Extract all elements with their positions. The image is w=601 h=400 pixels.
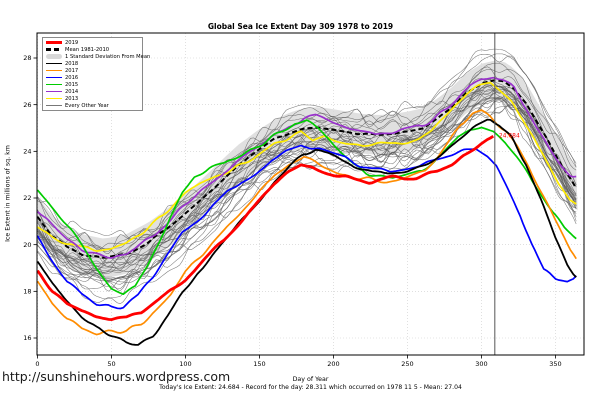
legend-label: 1 Standard Deviation From Mean bbox=[65, 53, 151, 60]
legend-swatch bbox=[46, 41, 62, 44]
every-other-year-line bbox=[37, 54, 577, 250]
every-other-year-line bbox=[37, 93, 577, 275]
every-other-year-line bbox=[37, 90, 577, 279]
chart-legend: 2019 Mean 1981-2010 1 Standard Deviation F… bbox=[42, 37, 150, 111]
every-other-year-line bbox=[37, 62, 577, 259]
every-other-year-line bbox=[37, 99, 577, 300]
every-other-year-line bbox=[37, 66, 577, 252]
legend-item-2016: 2016 bbox=[43, 74, 142, 81]
x-tick-label-250: 250 bbox=[401, 360, 413, 368]
x-tick-label-300: 300 bbox=[475, 360, 487, 368]
source-url[interactable]: http://sunshinehours.wordpress.com bbox=[2, 369, 231, 384]
every-other-year-line bbox=[37, 97, 577, 282]
legend-label: 2013 bbox=[65, 95, 79, 102]
legend-label: 2015 bbox=[65, 81, 79, 88]
every-other-year-line bbox=[37, 79, 577, 267]
legend-label: 2018 bbox=[65, 60, 79, 67]
legend-swatch bbox=[46, 54, 62, 59]
legend-swatch bbox=[46, 83, 62, 86]
legend-swatch bbox=[46, 90, 62, 93]
every-other-year-line bbox=[37, 92, 577, 276]
every-other-year-line bbox=[37, 84, 577, 273]
every-other-year-line bbox=[37, 85, 577, 269]
y-tick-label-28: 28 bbox=[23, 54, 31, 62]
x-tick-label-350: 350 bbox=[549, 360, 561, 368]
y-tick-label-20: 20 bbox=[23, 241, 31, 249]
x-tick-label-100: 100 bbox=[179, 360, 191, 368]
every-other-year-line bbox=[37, 86, 577, 271]
series-2015-line bbox=[36, 119, 577, 296]
legend-label: 2019 bbox=[65, 39, 79, 46]
y-axis-label: Ice Extent in millions of sq. km bbox=[4, 145, 12, 242]
today-value-annotation: 24.684 bbox=[499, 132, 520, 139]
legend-swatch bbox=[46, 48, 62, 51]
x-tick-label-0: 0 bbox=[35, 360, 39, 368]
chart-title: Global Sea Ice Extent Day 309 1978 to 20… bbox=[207, 22, 394, 31]
legend-swatch bbox=[46, 105, 62, 106]
legend-swatch bbox=[46, 69, 62, 72]
legend-label: Mean 1981-2010 bbox=[65, 46, 110, 53]
legend-item-1-standard-deviation-from-mean: 1 Standard Deviation From Mean bbox=[43, 53, 150, 60]
x-tick-label-150: 150 bbox=[253, 360, 265, 368]
legend-label: 2014 bbox=[65, 88, 79, 95]
legend-item-mean-1981-2010: Mean 1981-2010 bbox=[43, 46, 142, 53]
y-tick-label-16: 16 bbox=[23, 334, 31, 342]
x-tick-label-50: 50 bbox=[107, 360, 115, 368]
legend-item-2013: 2013 bbox=[43, 95, 142, 102]
y-tick-label-22: 22 bbox=[23, 194, 31, 202]
every-other-year-line bbox=[37, 85, 577, 267]
legend-item-2019: 2019 bbox=[43, 39, 142, 46]
every-other-year-line bbox=[37, 53, 577, 240]
legend-item-2015: 2015 bbox=[43, 81, 142, 88]
footer-stats-text: Today's Ice Extent: 24.684 - Record for … bbox=[159, 384, 462, 391]
series-2019-line bbox=[36, 135, 495, 321]
y-tick-label-26: 26 bbox=[23, 101, 31, 109]
legend-label: 2016 bbox=[65, 74, 79, 81]
y-tick-label-24: 24 bbox=[23, 148, 31, 156]
legend-item-every-other-year: Every Other Year bbox=[43, 102, 142, 109]
every-other-year-line bbox=[37, 68, 577, 254]
x-axis-label: Day of Year bbox=[292, 376, 329, 383]
every-other-year-line bbox=[37, 104, 577, 304]
legend-swatch bbox=[46, 76, 62, 79]
legend-item-2018: 2018 bbox=[43, 60, 142, 67]
legend-label: Every Other Year bbox=[65, 102, 109, 109]
every-other-year-line bbox=[37, 85, 577, 269]
legend-item-2017: 2017 bbox=[43, 67, 142, 74]
y-tick-label-18: 18 bbox=[23, 288, 31, 296]
plot-frame bbox=[36, 32, 585, 356]
legend-label: 2017 bbox=[65, 67, 79, 74]
series-2016-line bbox=[36, 144, 577, 310]
legend-item-2014: 2014 bbox=[43, 88, 142, 95]
legend-swatch bbox=[46, 62, 62, 65]
series-2017-line bbox=[36, 109, 577, 336]
series-2018-line bbox=[36, 118, 577, 346]
series-2014-line bbox=[36, 76, 577, 259]
x-tick-label-200: 200 bbox=[327, 360, 339, 368]
legend-swatch bbox=[46, 97, 62, 100]
series-2013-line bbox=[37, 81, 577, 252]
